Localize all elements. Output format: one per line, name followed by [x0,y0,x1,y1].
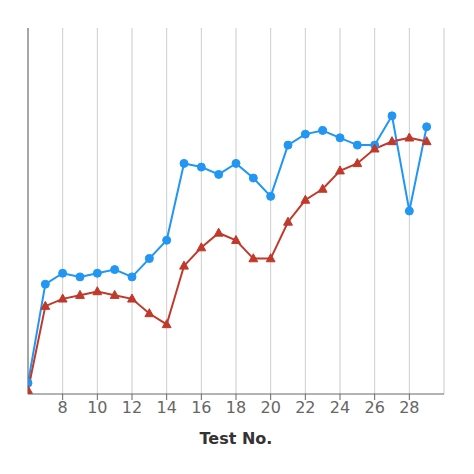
svg-text:22: 22 [295,398,315,417]
svg-text:Test No.: Test No. [200,429,273,448]
svg-text:24: 24 [330,398,350,417]
svg-text:8: 8 [58,398,68,417]
svg-text:26: 26 [364,398,384,417]
svg-text:20: 20 [260,398,280,417]
svg-text:16: 16 [191,398,211,417]
svg-text:28: 28 [399,398,419,417]
svg-text:18: 18 [226,398,246,417]
svg-text:14: 14 [156,398,176,417]
svg-text:10: 10 [87,398,107,417]
svg-text:12: 12 [122,398,142,417]
